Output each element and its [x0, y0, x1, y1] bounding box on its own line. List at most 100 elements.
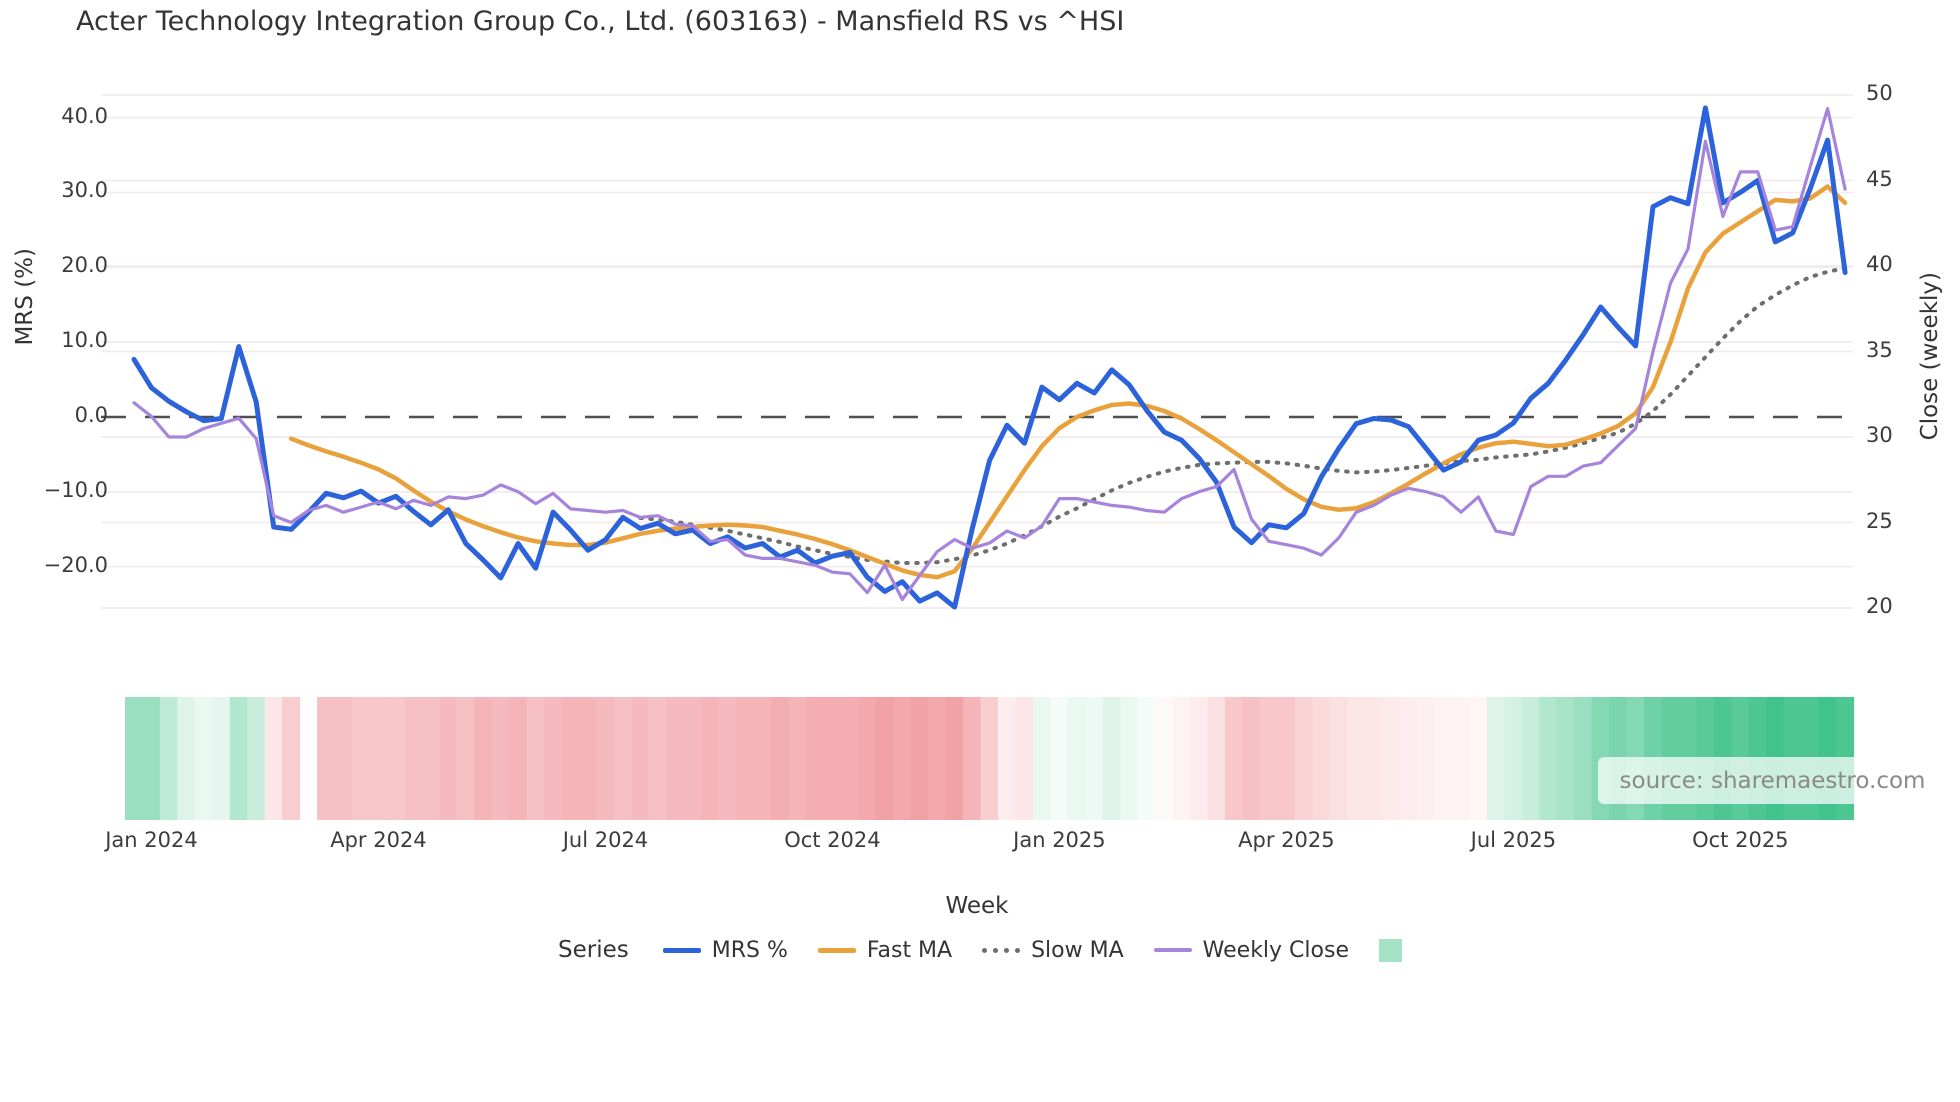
legend-swatch	[662, 947, 701, 953]
heat-cell	[736, 697, 755, 820]
heat-cell	[212, 697, 231, 820]
heat-cell	[910, 697, 929, 820]
y-axis-tick-right: 20	[1866, 594, 1893, 618]
legend-swatch	[982, 947, 1021, 953]
heat-cell	[893, 697, 912, 820]
heat-cell	[1067, 697, 1086, 820]
y-axis-tick-left: 30.0	[61, 178, 108, 203]
y-axis-tick-left: 40.0	[61, 103, 108, 128]
legend: Series MRS % Fast MA Slow MA Weekly Close	[0, 928, 1960, 972]
legend-title: Series	[557, 937, 629, 963]
heat-cell	[1085, 697, 1104, 820]
heat-cell	[1347, 697, 1366, 820]
heat-cell	[491, 697, 510, 820]
heat-cell	[980, 697, 999, 820]
weekly-close-line	[132, 107, 1847, 602]
legend-item-label: Fast MA	[866, 937, 953, 963]
heat-cell	[369, 697, 388, 820]
heat-cell	[159, 697, 178, 820]
heat-cell	[351, 697, 371, 820]
y-axis-tick-right: 50	[1866, 81, 1893, 105]
heat-cell	[1434, 697, 1453, 820]
heat-cell	[805, 697, 824, 820]
heat-cell	[997, 697, 1017, 820]
x-axis-tick: Jan 2025	[1013, 828, 1106, 852]
heat-cell	[823, 697, 842, 820]
heat-cell	[1312, 697, 1331, 820]
heat-cell	[1469, 697, 1488, 820]
heat-cell	[247, 697, 266, 820]
fast-ma-line	[288, 184, 1848, 580]
x-axis-tick: Jul 2024	[562, 828, 649, 852]
x-axis-tick: Apr 2024	[330, 828, 427, 852]
heat-cell	[1172, 697, 1191, 820]
legend-item-label: Slow MA	[1031, 937, 1124, 963]
heat-cell	[945, 697, 964, 820]
legend-item-heat-swatch	[1379, 938, 1402, 962]
y-axis-tick-right: 45	[1866, 166, 1893, 191]
heat-cell	[771, 697, 790, 820]
heat-cell	[1451, 697, 1471, 820]
heat-cell	[561, 697, 580, 820]
heat-cell	[1277, 697, 1296, 820]
heat-cell	[1486, 697, 1505, 820]
x-axis-tick: Oct 2025	[1692, 828, 1789, 852]
heat-cell	[1521, 697, 1540, 820]
heat-cell	[1242, 697, 1261, 820]
heat-cell	[718, 697, 737, 820]
heat-cell	[177, 697, 196, 820]
heat-cell	[526, 697, 545, 820]
y-axis-tick-right: 25	[1866, 508, 1893, 533]
heat-cell	[683, 697, 702, 820]
heat-cell	[1015, 697, 1034, 820]
heat-cell	[840, 697, 859, 820]
heat-cell	[317, 697, 336, 820]
heat-cell	[1329, 697, 1348, 820]
y-axis-tick-left: 0.0	[74, 403, 108, 427]
legend-item-mrs-: MRS %	[662, 937, 788, 963]
heat-cell	[194, 697, 213, 820]
heat-cell	[1102, 697, 1121, 820]
x-axis-tick: Jan 2024	[105, 828, 198, 852]
heat-cell	[1399, 697, 1418, 820]
heat-cell	[421, 697, 440, 820]
heat-cell	[963, 697, 982, 820]
heat-cell	[1032, 697, 1051, 820]
heat-cell	[1294, 697, 1313, 820]
heat-cell	[1137, 697, 1156, 820]
x-axis-title: Week	[945, 893, 1009, 919]
heat-cell	[753, 697, 772, 820]
heat-cell	[456, 697, 475, 820]
heat-cell	[701, 697, 720, 820]
source-attribution: source: sharemaestro.com	[1598, 757, 1947, 804]
x-axis-tick: Oct 2024	[784, 828, 881, 852]
x-axis-tick: Jul 2025	[1470, 828, 1557, 852]
y-axis-tick-left: 10.0	[61, 328, 108, 353]
heat-cell	[875, 697, 894, 820]
heat-cell	[578, 697, 598, 820]
heat-cell	[596, 697, 615, 820]
heat-cell	[1207, 697, 1226, 820]
y-axis-tick-left: −10.0	[43, 477, 108, 502]
heat-cell	[404, 697, 423, 820]
heat-cell	[1155, 697, 1174, 820]
heat-cell	[509, 697, 528, 820]
heat-cell	[334, 697, 353, 820]
page-title: Acter Technology Integration Group Co., …	[76, 6, 1125, 37]
heat-cell	[142, 697, 161, 820]
legend-item-label: MRS %	[711, 937, 788, 963]
heat-cell	[613, 697, 632, 820]
x-axis-tick: Apr 2025	[1238, 828, 1335, 852]
heat-cell	[386, 697, 405, 820]
legend-items: MRS % Fast MA Slow MA Weekly Close	[662, 937, 1402, 963]
heat-cell	[474, 697, 493, 820]
heat-cell	[1382, 697, 1401, 820]
heat-cell	[1120, 697, 1139, 820]
heat-cell	[1556, 697, 1575, 820]
heat-cell	[124, 697, 144, 820]
heat-cell	[264, 697, 283, 820]
legend-item-fast-ma: Fast MA	[817, 937, 953, 963]
heat-cell	[1539, 697, 1558, 820]
heat-cell	[1224, 697, 1244, 820]
